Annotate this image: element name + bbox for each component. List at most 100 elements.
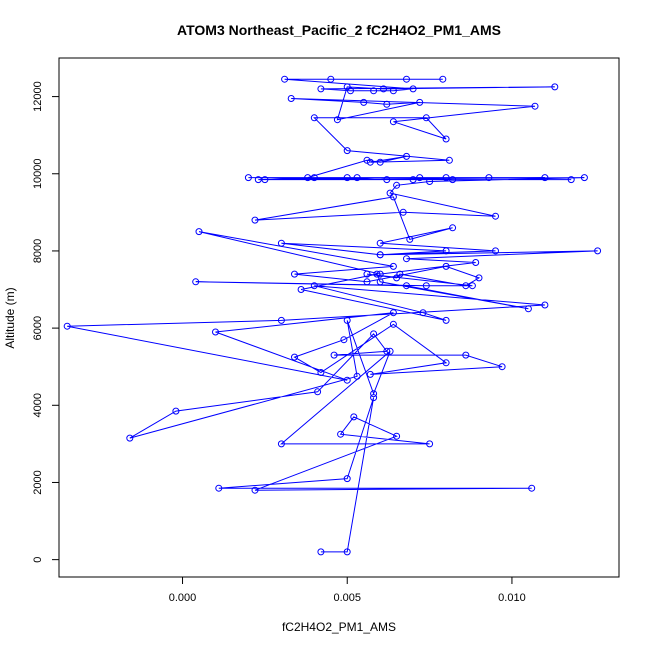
data-point: [317, 548, 325, 556]
data-point: [370, 330, 378, 338]
data-point: [327, 75, 335, 83]
y-tick-label: 0: [32, 557, 44, 563]
data-point: [366, 158, 374, 166]
data-point: [366, 370, 374, 378]
data-point: [399, 208, 407, 216]
x-tick-label: 0.000: [169, 592, 197, 604]
data-point: [462, 351, 470, 359]
data-point: [63, 322, 71, 330]
data-point: [541, 174, 549, 182]
data-point: [317, 85, 325, 93]
data-point: [393, 432, 401, 440]
data-point: [409, 176, 417, 184]
data-point: [406, 235, 414, 243]
data-point: [389, 87, 397, 95]
data-point: [376, 239, 384, 247]
series-line: [67, 78, 598, 553]
data-point: [416, 174, 424, 182]
data-point: [314, 388, 322, 396]
data-point: [376, 270, 384, 278]
data-point: [485, 174, 493, 182]
data-point: [291, 353, 298, 361]
y-tick-label: 12000: [32, 81, 44, 112]
data-point: [376, 158, 384, 166]
data-point: [449, 176, 457, 184]
data-point: [337, 430, 345, 438]
y-tick-label: 8000: [32, 239, 44, 263]
data-point: [126, 434, 134, 442]
chart-title: ATOM3 Northeast_Pacific_2 fC2H4O2_PM1_AM…: [177, 22, 501, 38]
data-point: [389, 262, 397, 270]
data-point: [261, 176, 269, 184]
data-point: [580, 174, 588, 182]
data-point: [389, 309, 397, 317]
data-point: [251, 486, 259, 494]
data-point: [172, 407, 180, 415]
data-point: [317, 369, 325, 376]
data-point: [528, 484, 536, 492]
data-point: [442, 262, 450, 270]
data-point: [383, 347, 391, 355]
data-point: [442, 174, 450, 182]
data-point: [277, 316, 285, 324]
data-point: [347, 87, 354, 95]
x-tick-label: 0.005: [333, 592, 361, 604]
data-point: [449, 224, 457, 232]
data-point: [277, 239, 285, 247]
y-axis-label: Altitude (m): [3, 287, 17, 348]
data-point: [380, 85, 387, 93]
y-tick-label: 6000: [32, 316, 44, 340]
data-point: [333, 116, 341, 124]
y-tick-label: 2000: [32, 470, 44, 494]
x-axis-label: fC2H4O2_PM1_AMS: [282, 620, 396, 634]
data-point: [343, 147, 351, 155]
data-point: [373, 270, 381, 278]
data-point: [439, 75, 447, 83]
data-point: [343, 316, 351, 324]
data-point: [376, 278, 384, 286]
data-point: [363, 278, 371, 286]
data-point: [310, 114, 318, 122]
data-point: [244, 174, 252, 182]
data-point: [442, 316, 450, 324]
data-point: [383, 100, 391, 108]
data-point: [330, 351, 338, 359]
x-axis: 0.000 0.005 0.010: [169, 576, 526, 604]
data-point: [442, 359, 450, 367]
data-point: [376, 251, 384, 259]
data-point: [212, 328, 219, 336]
data-point: [403, 282, 410, 290]
data-point: [215, 484, 223, 492]
data-point: [350, 413, 358, 421]
x-tick-label: 0.010: [498, 592, 526, 604]
data-point: [304, 174, 312, 182]
data-point: [498, 363, 506, 371]
data-point: [468, 282, 476, 290]
data-point: [426, 178, 434, 185]
data-point: [343, 475, 351, 483]
data-point: [383, 176, 391, 184]
data-point: [251, 216, 259, 224]
data-point: [426, 440, 434, 448]
data-point: [343, 376, 351, 384]
data-point: [363, 270, 371, 278]
data-point: [281, 75, 289, 83]
data-point: [370, 394, 378, 402]
data-point: [297, 286, 305, 293]
data-point: [541, 301, 549, 309]
data-point: [360, 98, 368, 106]
data-point: [192, 278, 200, 286]
data-point: [386, 189, 394, 197]
data-point: [277, 440, 285, 448]
y-tick-label: 10000: [32, 158, 44, 189]
data-point: [492, 247, 499, 255]
data-point: [445, 156, 453, 164]
data-point: [422, 114, 430, 122]
data-point: [531, 102, 539, 110]
data-point: [492, 212, 499, 220]
data-point: [386, 347, 394, 355]
data-point: [370, 87, 378, 95]
data-point: [594, 247, 602, 255]
data-point: [287, 95, 295, 102]
